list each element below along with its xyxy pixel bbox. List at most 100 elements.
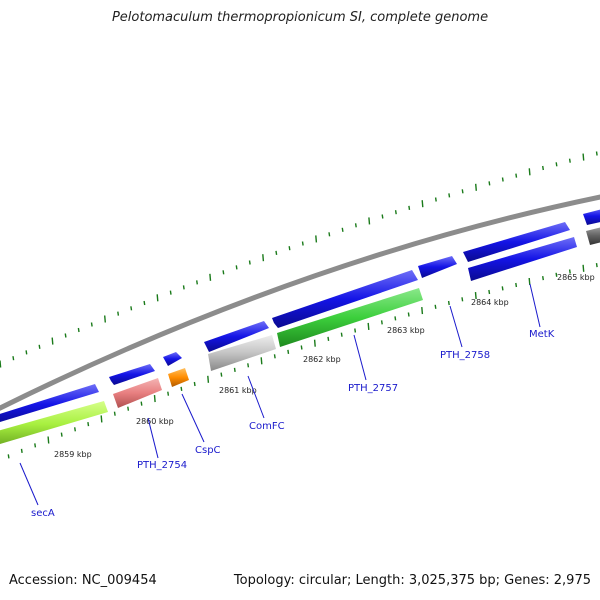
tick-mark <box>595 262 598 268</box>
tick-mark <box>262 254 265 262</box>
ruler-label: 2863 kbp <box>387 326 425 335</box>
cds-next <box>586 227 600 245</box>
tick-mark <box>20 448 23 454</box>
tick-mark <box>568 158 571 163</box>
leader-line-PTH_2757 <box>353 334 367 381</box>
tick-mark <box>180 386 183 392</box>
tick-mark <box>542 275 544 281</box>
tick-mark <box>408 205 411 211</box>
tick-mark <box>448 193 451 198</box>
forward-strand-genes <box>0 209 600 422</box>
ruler-label: 2862 kbp <box>303 355 341 364</box>
tick-mark <box>287 349 290 355</box>
tick-mark <box>77 327 80 333</box>
tick-mark <box>501 177 504 182</box>
tick-mark <box>555 162 558 167</box>
tick-mark <box>434 304 437 309</box>
cds-ComFC <box>208 335 276 371</box>
tick-mark <box>368 217 371 225</box>
tick-mark <box>248 260 251 265</box>
tick-mark <box>117 311 120 316</box>
leader-line-secA <box>19 462 39 506</box>
tick-mark <box>461 189 464 194</box>
tick-mark <box>130 306 133 311</box>
tick-mark <box>488 181 491 186</box>
tick-mark <box>260 357 263 365</box>
tick-mark <box>167 391 170 396</box>
tick-mark <box>301 241 304 246</box>
tick-mark <box>247 363 250 368</box>
tick-mark <box>354 223 357 228</box>
gene-label-PTH_2757[interactable]: PTH_2757 <box>348 383 398 394</box>
ruler-label: 2860 kbp <box>136 417 174 426</box>
tick-mark <box>354 328 357 333</box>
cds-PTH_2754 <box>113 378 162 408</box>
tick-mark <box>381 214 384 219</box>
ruler-label: 2859 kbp <box>54 450 92 459</box>
tick-mark <box>196 280 198 285</box>
inner-tick-ring <box>7 262 598 459</box>
gene-arrow-MetK-forward <box>463 222 570 262</box>
tick-mark <box>288 246 291 251</box>
gene-leader-lines <box>19 283 541 506</box>
tick-mark <box>515 173 518 178</box>
tick-mark <box>127 406 130 411</box>
tick-mark <box>447 300 450 306</box>
tick-mark <box>235 265 238 270</box>
gene-arrow-CspC-forward <box>163 352 182 366</box>
tick-mark <box>51 337 54 345</box>
tick-mark <box>34 443 37 448</box>
tick-mark <box>143 300 146 306</box>
tick-mark <box>100 415 103 423</box>
leader-line-PTH_2754 <box>147 417 159 459</box>
outer-tick-ring <box>0 151 598 368</box>
cds-PTH_2757 <box>277 288 423 347</box>
leader-line-MetK <box>529 283 541 328</box>
tick-mark <box>64 333 67 338</box>
tick-mark <box>501 286 504 291</box>
tick-mark <box>313 339 316 347</box>
cds-CspC <box>168 368 189 387</box>
leader-line-PTH_2758 <box>449 305 463 348</box>
tick-mark <box>341 227 344 232</box>
tick-mark <box>207 375 210 383</box>
gene-label-PTH_2754[interactable]: PTH_2754 <box>137 460 187 471</box>
tick-mark <box>568 269 571 274</box>
tick-mark <box>300 345 303 350</box>
tick-mark <box>12 356 15 361</box>
gene-label-ComFC[interactable]: ComFC <box>249 421 285 432</box>
gene-arrow-next-forward <box>583 209 600 225</box>
gene-label-PTH_2758[interactable]: PTH_2758 <box>440 350 490 361</box>
tick-mark <box>421 200 424 208</box>
ruler-label: 2864 kbp <box>471 298 509 307</box>
tick-mark <box>474 292 477 300</box>
tick-mark <box>25 350 28 355</box>
tick-mark <box>74 427 76 432</box>
ruler-label: 2861 kbp <box>219 386 257 395</box>
tick-mark <box>104 315 106 323</box>
gene-label-secA[interactable]: secA <box>31 508 55 519</box>
tick-mark <box>153 395 156 403</box>
kbp-ruler-labels: 2859 kbp 2860 kbp 2861 kbp 2862 kbp 2863… <box>54 273 595 459</box>
tick-mark <box>488 289 491 295</box>
cds-PTH_2758 <box>468 237 577 281</box>
tick-mark <box>407 312 410 317</box>
gene-label-CspC[interactable]: CspC <box>195 445 221 456</box>
tick-mark <box>528 277 531 286</box>
tick-mark <box>515 282 518 288</box>
tick-mark <box>140 401 143 406</box>
tick-mark <box>542 165 544 171</box>
tick-mark <box>421 307 424 315</box>
tick-mark <box>273 354 276 359</box>
tick-mark <box>7 454 10 459</box>
gene-arrow-PTH_2754-forward <box>109 364 155 385</box>
tick-mark <box>222 270 225 275</box>
gene-labels: secA PTH_2754 CspC ComFC PTH_2757 PTH_27… <box>31 329 555 519</box>
tick-mark <box>582 264 585 272</box>
gene-arrow-PTH_2758-forward <box>418 256 457 278</box>
accession-label: Accession: NC_009454 <box>9 573 157 588</box>
tick-mark <box>169 290 172 295</box>
tick-mark <box>182 285 185 290</box>
gene-label-MetK[interactable]: MetK <box>529 329 555 340</box>
